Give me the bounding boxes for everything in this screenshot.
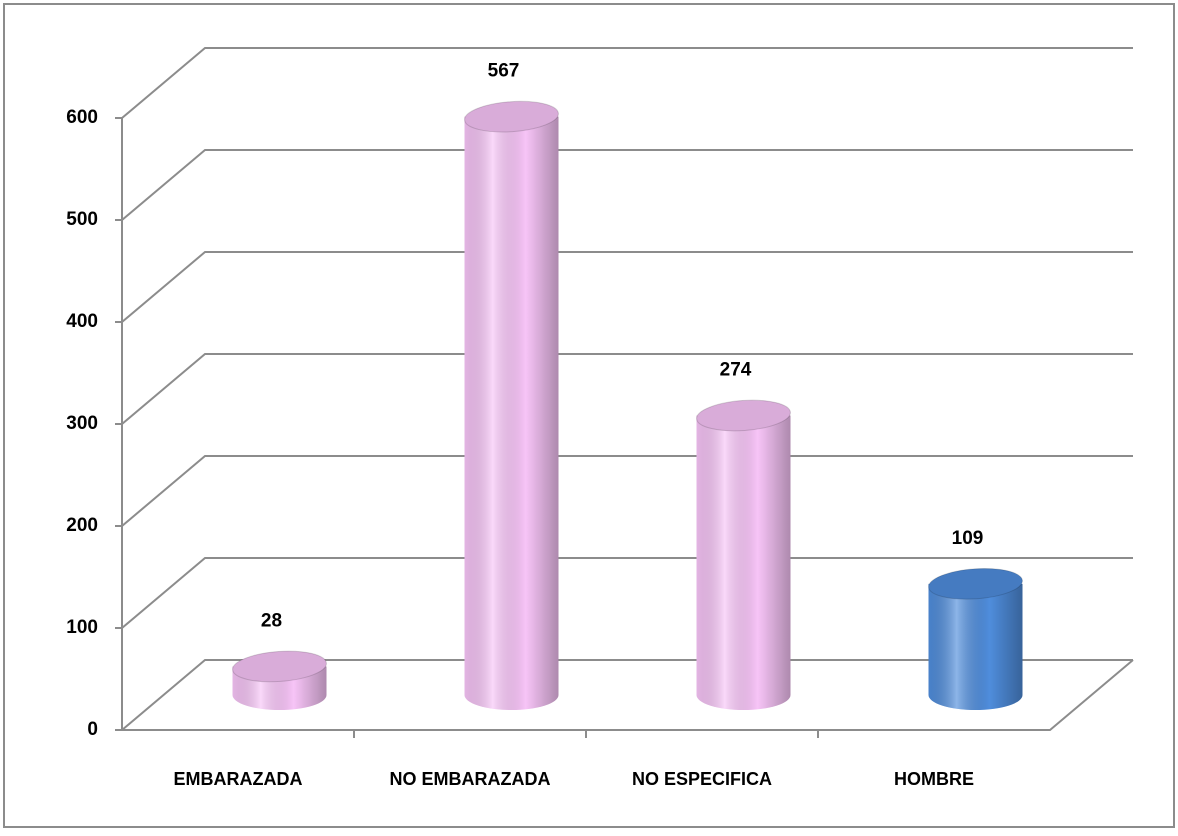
bar <box>696 399 791 711</box>
grid-line <box>121 149 1133 221</box>
axis <box>122 659 1134 731</box>
y-tick-label: 300 <box>66 413 98 434</box>
x-tick-label: EMBARAZADA <box>174 769 303 789</box>
bar-shade <box>928 583 1023 711</box>
data-label: 274 <box>720 360 752 381</box>
y-tick-label: 400 <box>66 311 98 332</box>
grid-line <box>121 659 1133 731</box>
bar-top-shade <box>928 568 1023 600</box>
grid-line <box>121 353 1133 425</box>
bar-top <box>928 568 1023 600</box>
bar-top <box>464 100 559 133</box>
x-tick-label: NO EMBARAZADA <box>390 769 551 789</box>
bar-top-shade <box>232 651 327 682</box>
x-tick-label: HOMBRE <box>894 769 974 789</box>
data-label: 28 <box>261 610 282 631</box>
bar-shade <box>464 116 559 711</box>
x-tick-label: NO ESPECIFICA <box>632 769 772 789</box>
bar-top-shade <box>464 101 559 132</box>
bar <box>464 100 559 711</box>
data-label: 109 <box>952 528 984 549</box>
y-tick-label: 0 <box>87 719 98 740</box>
bar <box>232 650 327 711</box>
grid-line <box>121 455 1133 527</box>
data-label: 567 <box>488 61 520 82</box>
y-tick-label: 500 <box>66 209 98 230</box>
grid-line <box>121 47 1133 119</box>
chart-border <box>3 3 1175 828</box>
bar-top <box>696 399 791 432</box>
bar-shade <box>696 415 791 711</box>
bar <box>928 568 1023 711</box>
bar-top-shade <box>696 400 791 431</box>
grid-line <box>121 251 1133 323</box>
y-tick-label: 200 <box>66 515 98 536</box>
y-tick-label: 100 <box>66 617 98 638</box>
bar-top <box>232 650 327 683</box>
grid-line <box>121 557 1133 629</box>
y-tick-label: 600 <box>66 107 98 128</box>
